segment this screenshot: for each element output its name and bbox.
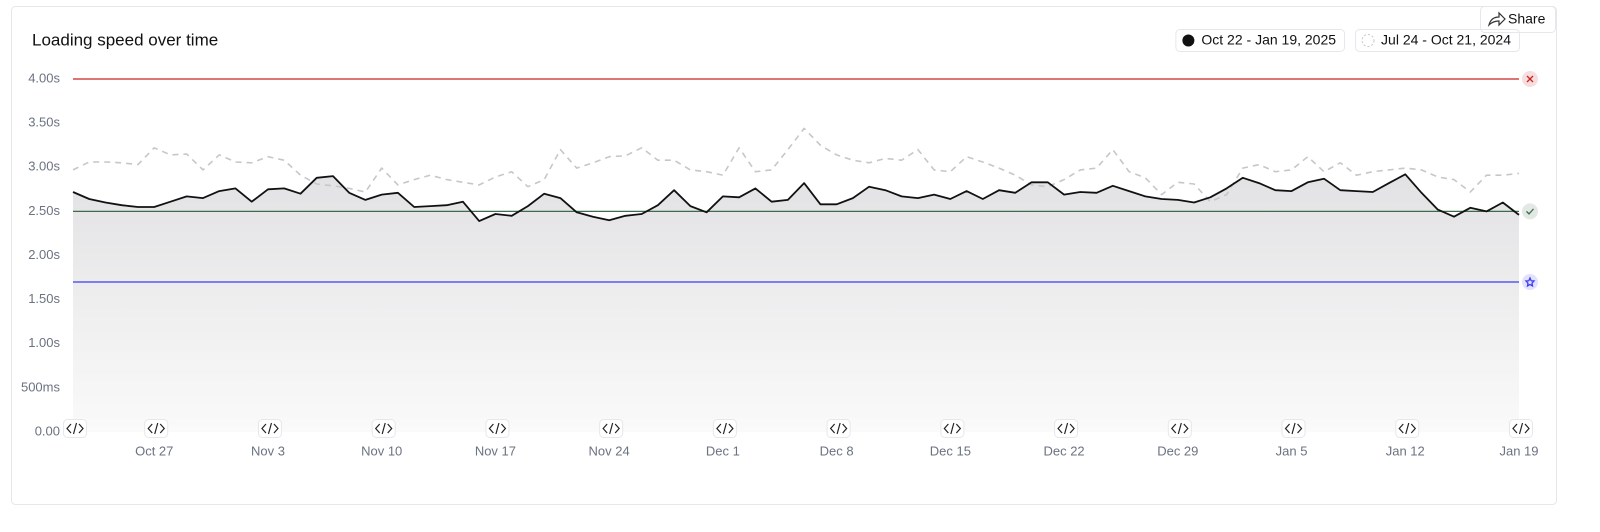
x-tick-label: Nov 3 (251, 443, 285, 458)
event-icon (602, 422, 620, 435)
x-tick-label: Dec 29 (1157, 443, 1198, 458)
y-tick-label: 2.50s (28, 203, 60, 218)
x-tick-label: Jan 19 (1499, 443, 1538, 458)
y-tick-label: 4.00s (28, 70, 60, 85)
event-icon (943, 422, 962, 435)
threshold-icon (1526, 75, 1534, 83)
event-icon (716, 422, 734, 435)
y-tick-label: 0.00 (35, 423, 60, 438)
x-tick-label: Dec 1 (706, 443, 740, 458)
y-tick-label: 2.00s (28, 247, 60, 262)
event-icon (66, 422, 84, 435)
x-tick-label: Jan 12 (1386, 443, 1425, 458)
threshold-icon (1524, 276, 1536, 288)
x-tick-label: Nov 17 (475, 443, 516, 458)
legend-item[interactable] (1355, 29, 1520, 52)
legend-label[interactable]: Oct 22 - Jan 19, 2025 (1201, 32, 1336, 48)
x-tick-label: Jan 5 (1276, 443, 1308, 458)
series-line (72, 127, 1520, 203)
event-icon (147, 422, 166, 435)
x-tick-label: Nov 10 (361, 443, 402, 458)
y-tick-label: 3.00s (28, 159, 60, 174)
legend-item[interactable] (1175, 29, 1346, 52)
legend-swatch (1361, 34, 1375, 47)
y-tick-label: 1.50s (28, 291, 60, 306)
series-line (72, 173, 1520, 222)
share-icon (1487, 11, 1506, 27)
event-icon (488, 422, 507, 435)
x-tick-label: Nov 24 (589, 443, 630, 458)
legend-swatch (1182, 34, 1195, 47)
y-tick-label: 3.50s (28, 115, 60, 130)
event-icon (1284, 422, 1303, 435)
threshold-badge (1522, 203, 1538, 220)
event-icon (374, 422, 393, 435)
x-tick-label: Oct 27 (135, 443, 173, 458)
area (73, 174, 1519, 433)
legend-label[interactable]: Jul 24 - Oct 21, 2024 (1381, 32, 1511, 48)
y-tick-label: 500ms (21, 379, 61, 394)
y-tick-label: 1.00s (28, 335, 60, 350)
chart-title: Loading speed over time (32, 30, 218, 49)
event-icon (1512, 422, 1530, 435)
threshold-badge (1522, 273, 1538, 290)
x-tick-label: Dec 22 (1043, 443, 1084, 458)
share-label[interactable]: Share (1508, 11, 1546, 27)
event-icon (261, 422, 279, 435)
event-icon (1171, 422, 1189, 435)
x-tick-label: Dec 15 (930, 443, 971, 458)
event-icon (829, 422, 848, 435)
event-icon (1057, 422, 1075, 435)
event-icon (1398, 422, 1417, 435)
x-tick-label: Dec 8 (820, 443, 854, 458)
threshold-icon (1526, 208, 1534, 215)
share-button[interactable]: Share (1480, 6, 1556, 33)
